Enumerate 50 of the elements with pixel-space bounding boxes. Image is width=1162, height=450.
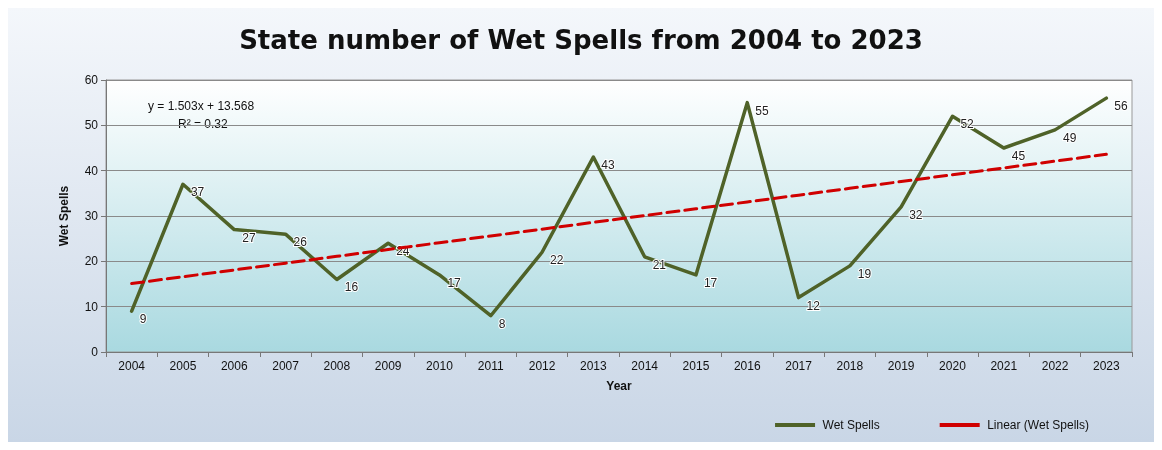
data-label: 56 — [1114, 99, 1129, 114]
chart-title: State number of Wet Spells from 2004 to 2023 — [239, 25, 923, 55]
x-tick-label: 2021 — [990, 359, 1018, 373]
annotation: y = 1.503x + 13.568 — [148, 99, 255, 113]
x-tick-label: 2016 — [733, 359, 761, 373]
x-tick-label: 2010 — [426, 359, 454, 373]
data-label: 12 — [806, 298, 821, 313]
x-tick-label: 2006 — [220, 359, 248, 373]
data-label: 52 — [960, 117, 975, 132]
data-label: 45 — [1011, 149, 1026, 163]
y-tick-label: 30 — [84, 209, 99, 223]
x-tick-label: 2018 — [836, 359, 864, 373]
data-label: 26 — [293, 235, 308, 250]
y-tick-label: 60 — [84, 73, 99, 87]
data-label: 37 — [190, 185, 205, 200]
legend-label: Linear (Wet Spells) — [987, 418, 1090, 432]
data-label: 17 — [703, 275, 718, 290]
x-tick-label: 2008 — [323, 359, 351, 373]
y-tick-label: 10 — [84, 299, 99, 314]
x-tick-label: 2020 — [939, 359, 967, 373]
x-tick-label: 2004 — [118, 359, 146, 373]
x-tick-label: 2011 — [477, 359, 504, 373]
data-label: 49 — [1063, 130, 1077, 145]
data-label: 16 — [344, 280, 359, 295]
y-tick-label: 0 — [91, 345, 99, 359]
data-label: 43 — [601, 158, 616, 173]
y-tick-label: 20 — [84, 254, 99, 269]
data-label: 9 — [139, 312, 147, 327]
data-label: 22 — [550, 253, 564, 268]
data-label: 27 — [242, 230, 256, 245]
y-axis-title: Wet Spells — [57, 185, 71, 247]
x-tick-label: 2013 — [580, 359, 608, 373]
x-tick-label: 2009 — [374, 359, 402, 373]
x-tick-label: 2017 — [785, 359, 813, 373]
x-tick-label: 2005 — [169, 359, 197, 373]
x-tick-label: 2014 — [631, 359, 659, 373]
x-tick-label: 2023 — [1093, 359, 1121, 373]
data-label: 55 — [755, 103, 769, 118]
x-tick-label: 2022 — [1041, 359, 1069, 373]
data-label: 32 — [909, 207, 923, 222]
x-tick-label: 2012 — [528, 359, 556, 373]
data-label: 8 — [498, 316, 506, 331]
x-tick-label: 2019 — [887, 359, 915, 373]
legend-label: Wet Spells — [822, 418, 880, 432]
data-label: 19 — [857, 266, 872, 281]
y-tick-label: 40 — [84, 163, 99, 178]
y-tick-label: 50 — [84, 118, 99, 133]
x-axis-title: Year — [606, 379, 633, 393]
x-tick-label: 2007 — [272, 359, 300, 373]
x-tick-label: 2015 — [682, 359, 710, 373]
